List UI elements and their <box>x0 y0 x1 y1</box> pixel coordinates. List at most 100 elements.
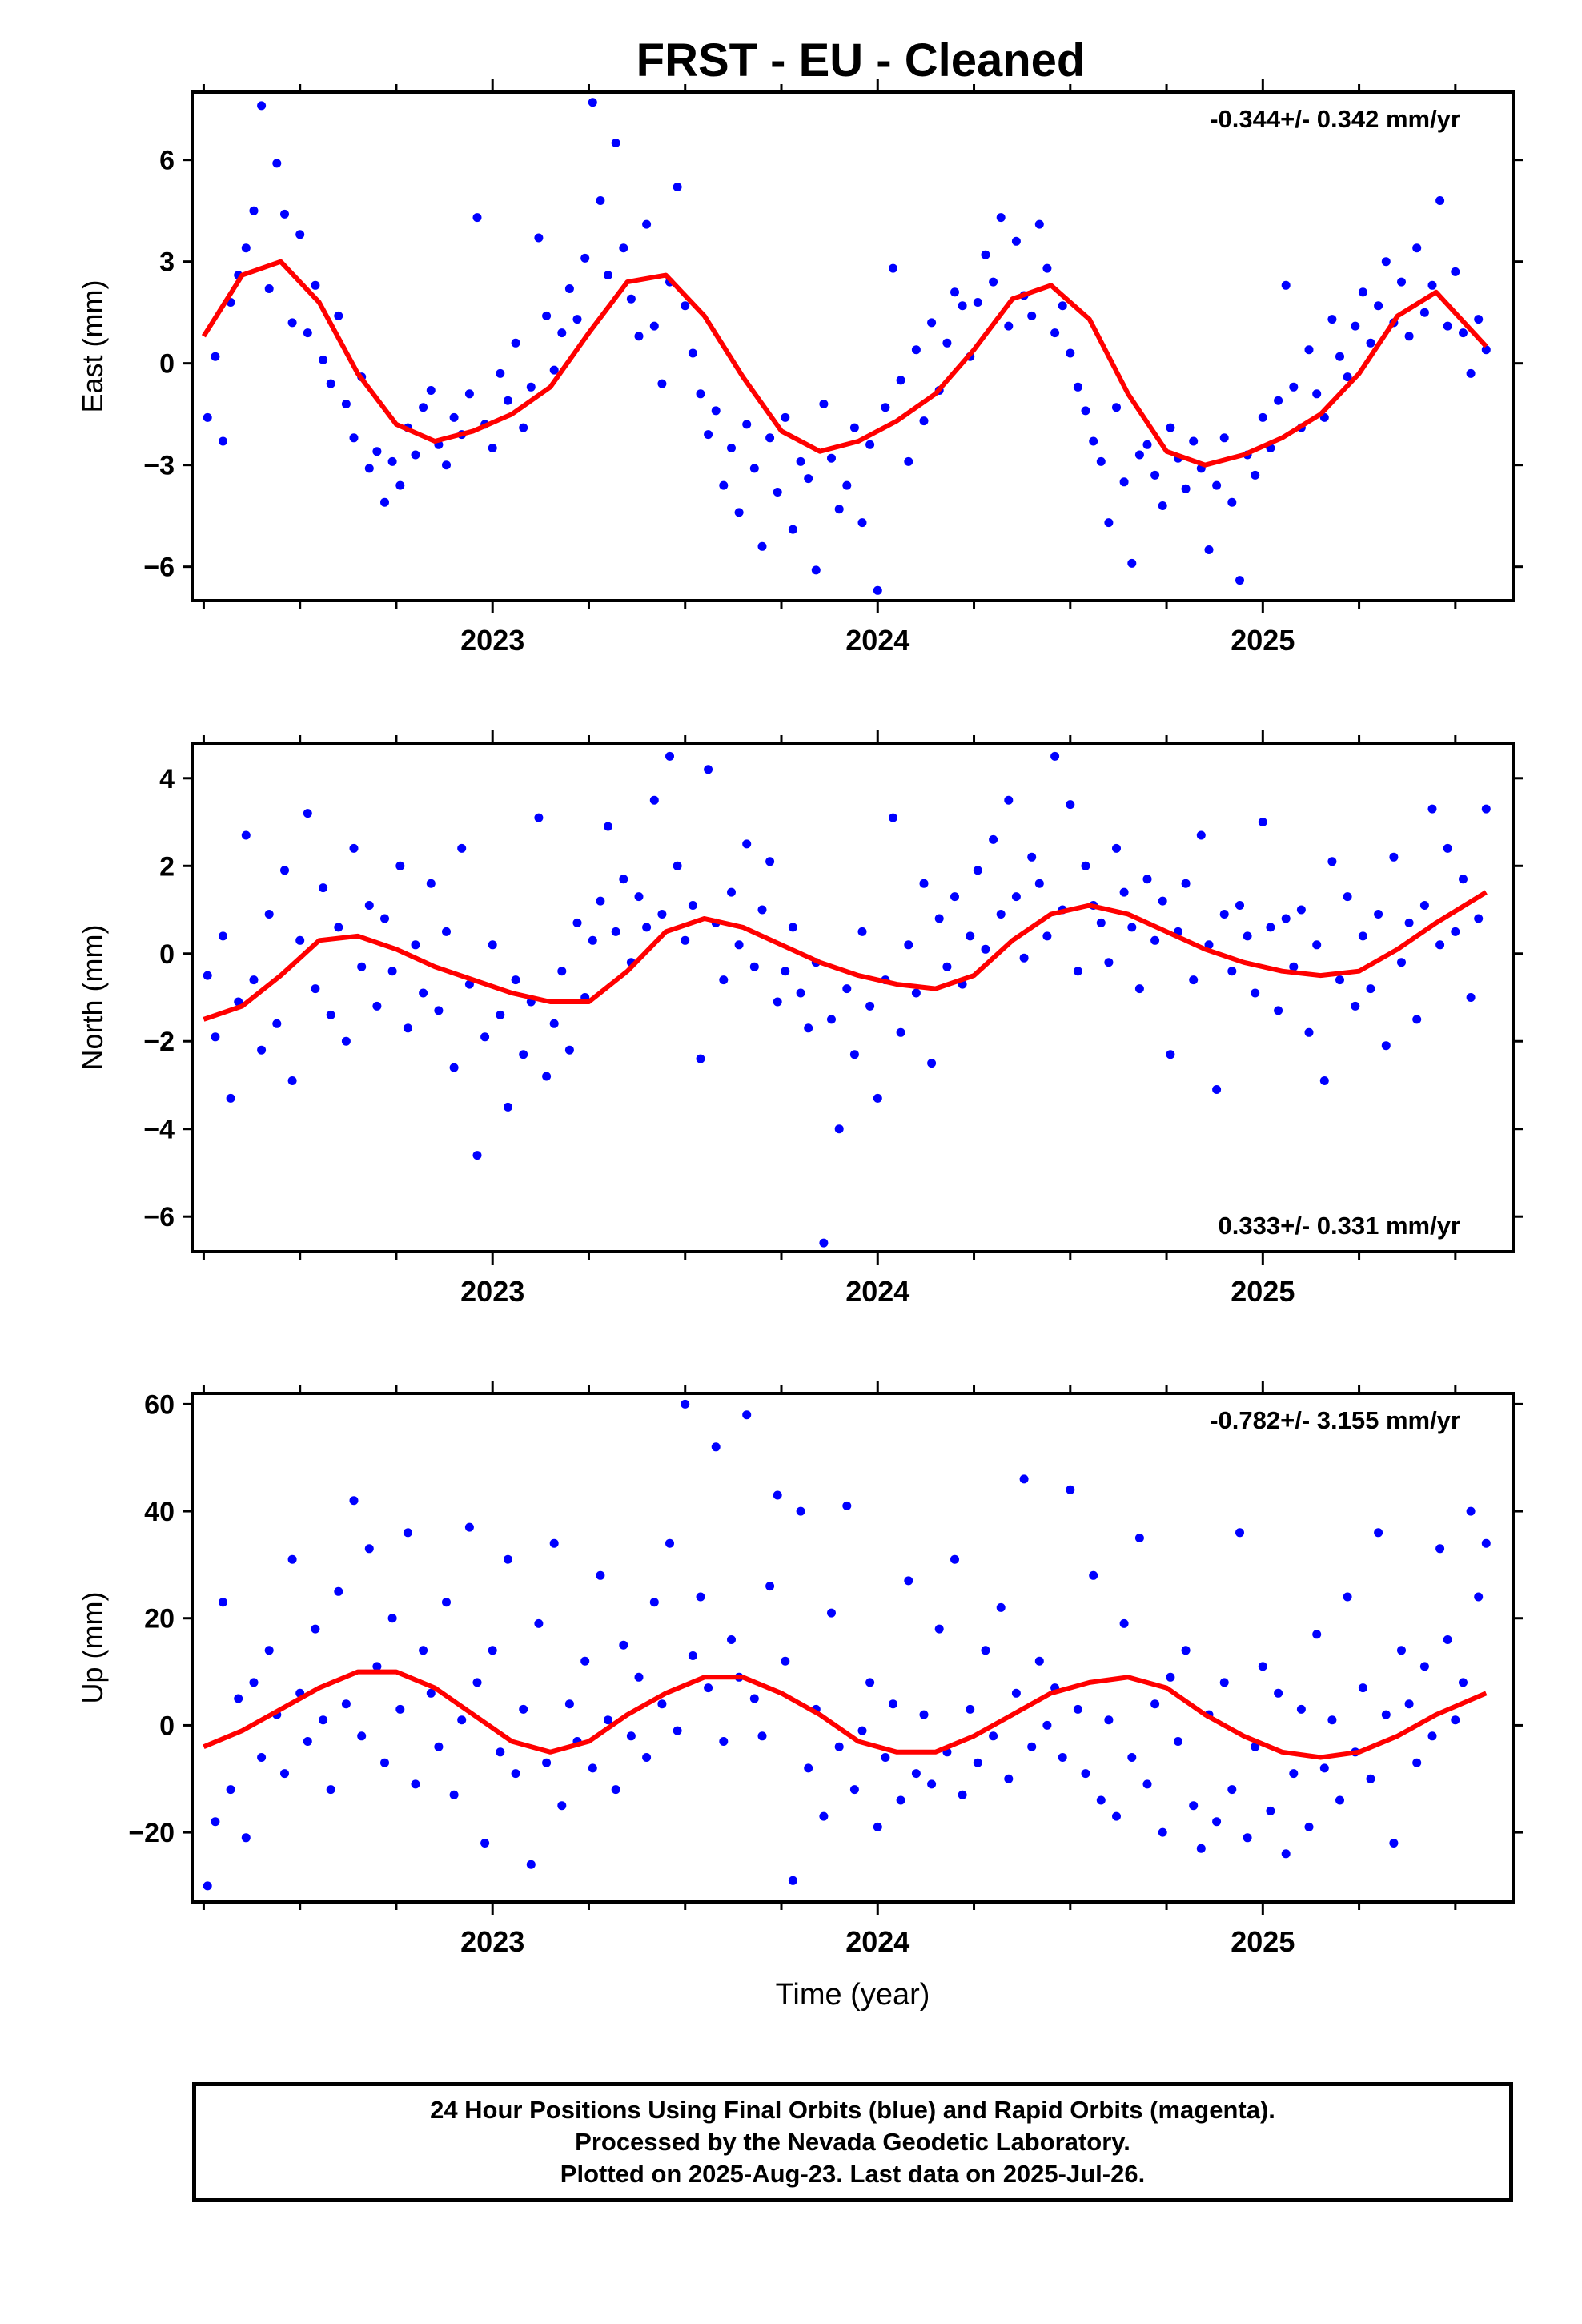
footer-line-1: 24 Hour Positions Using Final Orbits (bl… <box>430 2096 1275 2124</box>
data-point <box>349 1496 359 1506</box>
data-point <box>449 1790 459 1799</box>
data-point <box>950 1554 959 1564</box>
data-point <box>226 1785 235 1795</box>
data-point <box>857 518 867 528</box>
data-point <box>696 389 705 399</box>
data-point <box>1435 196 1445 205</box>
data-point <box>211 352 220 361</box>
data-point <box>1435 940 1445 950</box>
data-point <box>1258 1662 1267 1671</box>
data-point <box>1404 332 1414 341</box>
data-point <box>1235 901 1244 910</box>
data-point <box>1189 436 1199 446</box>
data-point <box>1374 1528 1383 1538</box>
data-points <box>203 1399 1491 1891</box>
data-point <box>966 1704 975 1714</box>
data-point <box>1404 918 1414 927</box>
data-point <box>496 1010 505 1019</box>
data-point <box>511 975 520 985</box>
data-point <box>1412 1758 1422 1767</box>
data-point <box>572 918 582 927</box>
data-point <box>881 1753 890 1762</box>
data-point <box>1327 315 1337 324</box>
data-point <box>234 1694 243 1703</box>
data-point <box>604 1715 612 1725</box>
data-point <box>403 1528 412 1538</box>
data-point <box>757 1731 767 1741</box>
data-point <box>919 416 929 426</box>
data-point <box>1181 484 1191 493</box>
data-point <box>734 940 744 950</box>
data-point <box>819 1238 829 1248</box>
data-point <box>1335 352 1344 361</box>
chart-panel-1: −6 −3 0 3 6 2023 2024 2025 East (mm) -0.344+/- 0.… <box>76 79 1523 657</box>
data-point <box>1419 308 1429 317</box>
data-point <box>249 1678 259 1687</box>
data-point <box>1327 1715 1337 1725</box>
data-point <box>326 1010 335 1019</box>
data-point <box>604 271 612 280</box>
data-point <box>865 1001 875 1011</box>
data-point <box>1419 901 1429 910</box>
data-point <box>1150 1699 1160 1709</box>
data-point <box>564 1699 574 1709</box>
data-point <box>1204 545 1214 554</box>
data-point <box>303 809 312 818</box>
x-tick-label: 2023 <box>460 1275 524 1308</box>
data-point <box>596 896 605 906</box>
data-point <box>942 962 952 971</box>
data-point <box>911 1769 921 1779</box>
data-point <box>1481 345 1491 355</box>
x-tick-label: 2023 <box>460 1925 524 1958</box>
data-points <box>203 751 1491 1248</box>
data-point <box>727 444 736 452</box>
x-tick-label: 2024 <box>845 1925 909 1958</box>
data-point <box>827 1608 836 1618</box>
data-point <box>1274 396 1283 405</box>
data-point <box>426 1688 436 1698</box>
data-point <box>1389 1839 1399 1848</box>
data-point <box>1397 958 1406 967</box>
data-point <box>1134 1534 1144 1542</box>
data-point <box>1174 1737 1182 1746</box>
data-point <box>973 298 982 307</box>
data-point <box>704 430 713 440</box>
data-point <box>380 914 389 923</box>
data-point <box>488 444 497 452</box>
data-point <box>981 250 990 259</box>
data-point <box>1027 1742 1037 1751</box>
data-point <box>1335 1795 1344 1805</box>
data-point <box>1281 1849 1291 1859</box>
data-point <box>1474 315 1484 324</box>
data-point <box>688 348 697 358</box>
data-point <box>1251 470 1260 480</box>
data-point <box>857 927 867 936</box>
y-tick-label: −6 <box>143 1202 175 1232</box>
data-point <box>1066 1485 1075 1494</box>
data-point <box>704 1683 713 1693</box>
data-point <box>1397 1646 1406 1655</box>
rate-annotation: 0.333+/- 0.331 mm/yr <box>1219 1212 1460 1240</box>
data-point <box>626 294 636 304</box>
data-point <box>681 301 690 311</box>
data-point <box>542 1758 552 1767</box>
y-tick-label: 0 <box>159 349 175 380</box>
data-point <box>396 1704 405 1714</box>
data-point <box>257 1045 267 1055</box>
data-point <box>1119 477 1129 487</box>
data-point <box>372 1001 382 1011</box>
data-point <box>219 1598 227 1607</box>
chart-panel-2: −6 −4 −2 0 2 4 2023 2024 2025 North (mm) 0.333+/- … <box>76 730 1523 1308</box>
data-point <box>1474 1592 1484 1602</box>
data-point <box>1073 967 1082 976</box>
data-point <box>1096 918 1106 927</box>
data-point <box>588 935 597 945</box>
x-tick-label: 2024 <box>845 624 909 657</box>
data-point <box>1227 1785 1237 1795</box>
data-point <box>419 988 428 998</box>
data-point <box>264 284 274 293</box>
data-point <box>472 1678 482 1687</box>
data-point <box>688 901 697 910</box>
data-point <box>1081 406 1090 416</box>
data-point <box>411 450 420 460</box>
